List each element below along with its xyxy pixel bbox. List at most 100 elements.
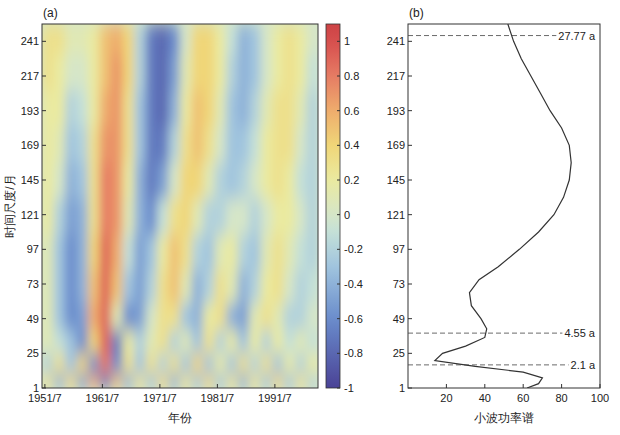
heatmap-cell xyxy=(284,24,296,54)
heatmap-cell xyxy=(284,353,296,374)
colorbar-tick-label: 0.8 xyxy=(344,70,359,82)
heatmap-cell xyxy=(215,126,227,163)
heatmap-cell xyxy=(307,90,319,127)
colorbar-tick xyxy=(337,214,340,215)
y-tick xyxy=(408,110,412,111)
heatmap-cell xyxy=(215,303,227,330)
y-tick-label: 241 xyxy=(387,35,405,47)
heatmap-cell xyxy=(146,353,158,374)
heatmap-cell xyxy=(284,374,296,388)
heatmap-cell xyxy=(226,234,238,271)
heatmap-cell xyxy=(134,24,146,54)
heatmap-cell xyxy=(54,270,66,303)
y-tick xyxy=(42,214,46,215)
heatmap-cell xyxy=(272,126,284,163)
heatmap-cell xyxy=(261,234,273,271)
heatmap-cell xyxy=(111,330,123,354)
heatmap-cell xyxy=(169,198,181,235)
heatmap-cell xyxy=(100,198,112,235)
heatmap-cell xyxy=(215,270,227,303)
heatmap-cell xyxy=(295,54,307,91)
heatmap-cell xyxy=(123,270,135,303)
y-tick xyxy=(408,180,412,181)
heatmap-cell xyxy=(100,90,112,127)
x-tick-label: 1961/7 xyxy=(86,392,120,404)
heatmap-cell xyxy=(249,198,261,235)
heatmap-cell xyxy=(295,374,307,388)
heatmap-cell xyxy=(123,353,135,374)
colorbar-tick-label: -0.4 xyxy=(344,278,363,290)
heatmap-cell xyxy=(192,90,204,127)
heatmap-cell xyxy=(215,198,227,235)
heatmap-cell xyxy=(77,54,89,91)
heatmap-cell xyxy=(77,198,89,235)
heatmap-cell xyxy=(54,54,66,91)
heatmap-cell xyxy=(146,90,158,127)
colorbar-tick xyxy=(337,76,340,77)
heatmap-cell xyxy=(123,24,135,54)
heatmap-cell xyxy=(157,24,169,54)
heatmap-cell xyxy=(307,353,319,374)
colorbar-tick-label: 0.4 xyxy=(344,139,359,151)
x-tick-label: 1951/7 xyxy=(28,392,62,404)
heatmap-cell xyxy=(192,303,204,330)
y-tick-label: 169 xyxy=(21,139,39,151)
heatmap-cell xyxy=(261,54,273,91)
heatmap-cell xyxy=(65,54,77,91)
heatmap-cell xyxy=(134,303,146,330)
heatmap-cell xyxy=(307,303,319,330)
x-tick-label: 1981/7 xyxy=(201,392,235,404)
annotation-label: 2.1 a xyxy=(571,359,596,371)
heatmap-cell xyxy=(146,162,158,199)
heatmap-cell xyxy=(169,374,181,388)
annotation-label: 27.77 a xyxy=(558,30,596,42)
heatmap-cell xyxy=(272,54,284,91)
heatmap-cell xyxy=(146,270,158,303)
heatmap-cell xyxy=(226,90,238,127)
heatmap-cell xyxy=(249,126,261,163)
heatmap-cell xyxy=(157,330,169,354)
heatmap-cell xyxy=(111,374,123,388)
heatmap-cell xyxy=(238,234,250,271)
y-tick xyxy=(408,41,412,42)
heatmap-cell xyxy=(123,162,135,199)
colorbar-tick xyxy=(337,41,340,42)
y-tick-label: 193 xyxy=(387,105,405,117)
heatmap-cell xyxy=(146,126,158,163)
heatmap-cell xyxy=(88,126,100,163)
heatmap-cell xyxy=(169,162,181,199)
heatmap-cell xyxy=(123,374,135,388)
heatmap-cell xyxy=(134,353,146,374)
heatmap-cell xyxy=(180,234,192,271)
heatmap-cell xyxy=(249,24,261,54)
heatmap-cell xyxy=(134,90,146,127)
heatmap-cell xyxy=(169,330,181,354)
heatmap-cell xyxy=(123,330,135,354)
colorbar-tick xyxy=(337,318,340,319)
x-tick xyxy=(274,384,275,388)
x-tick-label: 1991/7 xyxy=(258,392,292,404)
heatmap-cell xyxy=(134,126,146,163)
heatmap-cell xyxy=(261,270,273,303)
heatmap-cell xyxy=(111,126,123,163)
heatmap-cell xyxy=(146,198,158,235)
heatmap-cell xyxy=(54,24,66,54)
heatmap-cell xyxy=(261,330,273,354)
heatmap-cell xyxy=(307,54,319,91)
plot-background xyxy=(42,24,318,388)
y-tick xyxy=(408,76,412,77)
x-tick-label: 20 xyxy=(440,392,452,404)
heatmap-cell xyxy=(238,126,250,163)
heatmap-cell xyxy=(123,198,135,235)
plot-area xyxy=(42,24,318,388)
heatmap-cell xyxy=(226,353,238,374)
heatmap-cell xyxy=(169,303,181,330)
heatmap-cell xyxy=(238,374,250,388)
heatmap-cell xyxy=(169,270,181,303)
heatmap-cell xyxy=(215,234,227,271)
heatmap-cells xyxy=(42,24,318,388)
heatmap-cell xyxy=(272,24,284,54)
heatmap-cell xyxy=(203,198,215,235)
heatmap-cell xyxy=(42,162,54,199)
heatmap-cell xyxy=(157,198,169,235)
